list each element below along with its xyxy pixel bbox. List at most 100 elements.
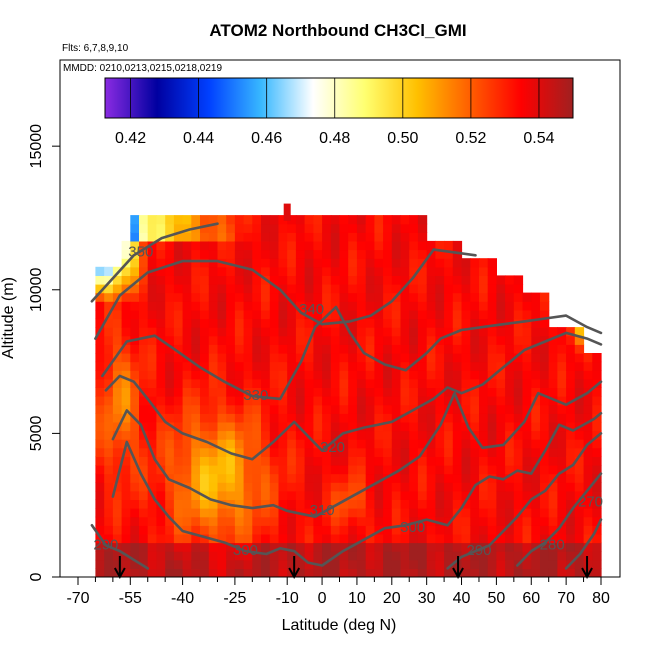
heatmap-cell	[505, 413, 515, 423]
heatmap-cell	[261, 353, 271, 363]
heatmap-cell	[540, 508, 550, 518]
heatmap-cell	[374, 301, 384, 311]
heatmap-cell	[374, 240, 384, 251]
heatmap-cell	[452, 421, 463, 432]
heatmap-cell	[304, 309, 314, 320]
heatmap-cell	[496, 309, 506, 320]
heatmap-cell	[461, 473, 471, 483]
heatmap-cell	[261, 465, 271, 475]
heatmap-cell	[505, 309, 515, 320]
heatmap-cell	[348, 327, 358, 337]
heatmap-cell	[287, 482, 297, 492]
heatmap-cell	[322, 490, 332, 500]
heatmap-cell	[304, 266, 314, 276]
heatmap-cell	[470, 490, 480, 500]
heatmap-cell	[243, 533, 253, 544]
heatmap-cell	[234, 568, 245, 577]
heatmap-cell	[252, 378, 262, 388]
heatmap-cell	[522, 361, 532, 371]
heatmap-cell	[356, 508, 367, 518]
heatmap-cell	[574, 327, 585, 337]
heatmap-cell	[226, 551, 236, 561]
heatmap-cell	[139, 516, 149, 526]
heatmap-cell	[417, 361, 428, 371]
heatmap-cell	[269, 542, 280, 552]
heatmap-cell	[156, 309, 166, 320]
heatmap-cell	[400, 525, 410, 535]
heatmap-cell	[252, 387, 262, 397]
heatmap-cell	[208, 508, 219, 518]
heatmap-cell	[252, 421, 262, 432]
heatmap-cell	[243, 568, 253, 577]
heatmap-cell	[139, 361, 149, 371]
heatmap-cell	[574, 559, 585, 569]
heatmap-cell	[295, 396, 306, 406]
heatmap-cell	[452, 516, 463, 526]
heatmap-cell	[409, 387, 419, 397]
heatmap-cell	[496, 465, 506, 475]
heatmap-cell	[226, 344, 236, 354]
heatmap-cell	[452, 473, 463, 483]
heatmap-cell	[348, 344, 358, 354]
heatmap-cell	[365, 318, 375, 328]
heatmap-cell	[147, 258, 157, 268]
heatmap-cell	[287, 551, 297, 561]
heatmap-cell	[322, 249, 332, 259]
heatmap-cell	[287, 266, 297, 276]
heatmap-cell	[444, 421, 454, 432]
heatmap-cell	[356, 378, 367, 388]
heatmap-cell	[139, 568, 149, 577]
heatmap-cell	[217, 335, 227, 345]
heatmap-cell	[304, 361, 314, 371]
heatmap-cell	[243, 309, 253, 320]
heatmap-cell	[417, 568, 428, 577]
heatmap-cell	[112, 490, 123, 500]
heatmap-cell	[400, 327, 410, 337]
heatmap-cell	[200, 266, 210, 276]
heatmap-cell	[234, 240, 245, 251]
heatmap-cell	[287, 327, 297, 337]
heatmap-cell	[173, 430, 184, 440]
heatmap-cell	[365, 370, 375, 380]
heatmap-cell	[592, 361, 602, 371]
heatmap-cell	[147, 551, 157, 561]
heatmap-cell	[356, 249, 367, 259]
colorbar-tick-label: 0.50	[387, 130, 418, 147]
heatmap-cell	[156, 533, 166, 544]
heatmap-cell	[182, 413, 192, 423]
heatmap-cell	[313, 275, 323, 285]
contour-label: 320	[320, 439, 345, 456]
heatmap-cell	[383, 353, 393, 363]
heatmap-cell	[531, 318, 541, 328]
heatmap-cell	[452, 533, 463, 544]
heatmap-cell	[208, 456, 219, 466]
heatmap-cell	[365, 568, 375, 577]
heatmap-cell	[513, 275, 524, 285]
heatmap-cell	[313, 327, 323, 337]
heatmap-cell	[139, 215, 149, 225]
heatmap-cell	[531, 361, 541, 371]
heatmap-cell	[356, 396, 367, 406]
heatmap-cell	[435, 430, 445, 440]
heatmap-cell	[139, 542, 149, 552]
heatmap-cell	[191, 508, 201, 518]
heatmap-cell	[400, 508, 410, 518]
heatmap-cell	[322, 335, 332, 345]
heatmap-cell	[496, 542, 506, 552]
heatmap-cell	[208, 249, 219, 259]
heatmap-cell	[548, 533, 558, 544]
heatmap-cell	[496, 370, 506, 380]
heatmap-cell	[391, 275, 402, 285]
heatmap-cell	[147, 387, 157, 397]
heatmap-cell	[95, 456, 105, 466]
contour-line-310	[111, 380, 603, 518]
heatmap-cell	[383, 396, 393, 406]
heatmap-cell	[313, 413, 323, 423]
heatmap-cell	[566, 456, 576, 466]
heatmap-cell	[452, 456, 463, 466]
heatmap-cell	[217, 473, 227, 483]
heatmap-cell	[139, 447, 149, 457]
heatmap-cell	[104, 525, 114, 535]
heatmap-cell	[452, 404, 463, 414]
